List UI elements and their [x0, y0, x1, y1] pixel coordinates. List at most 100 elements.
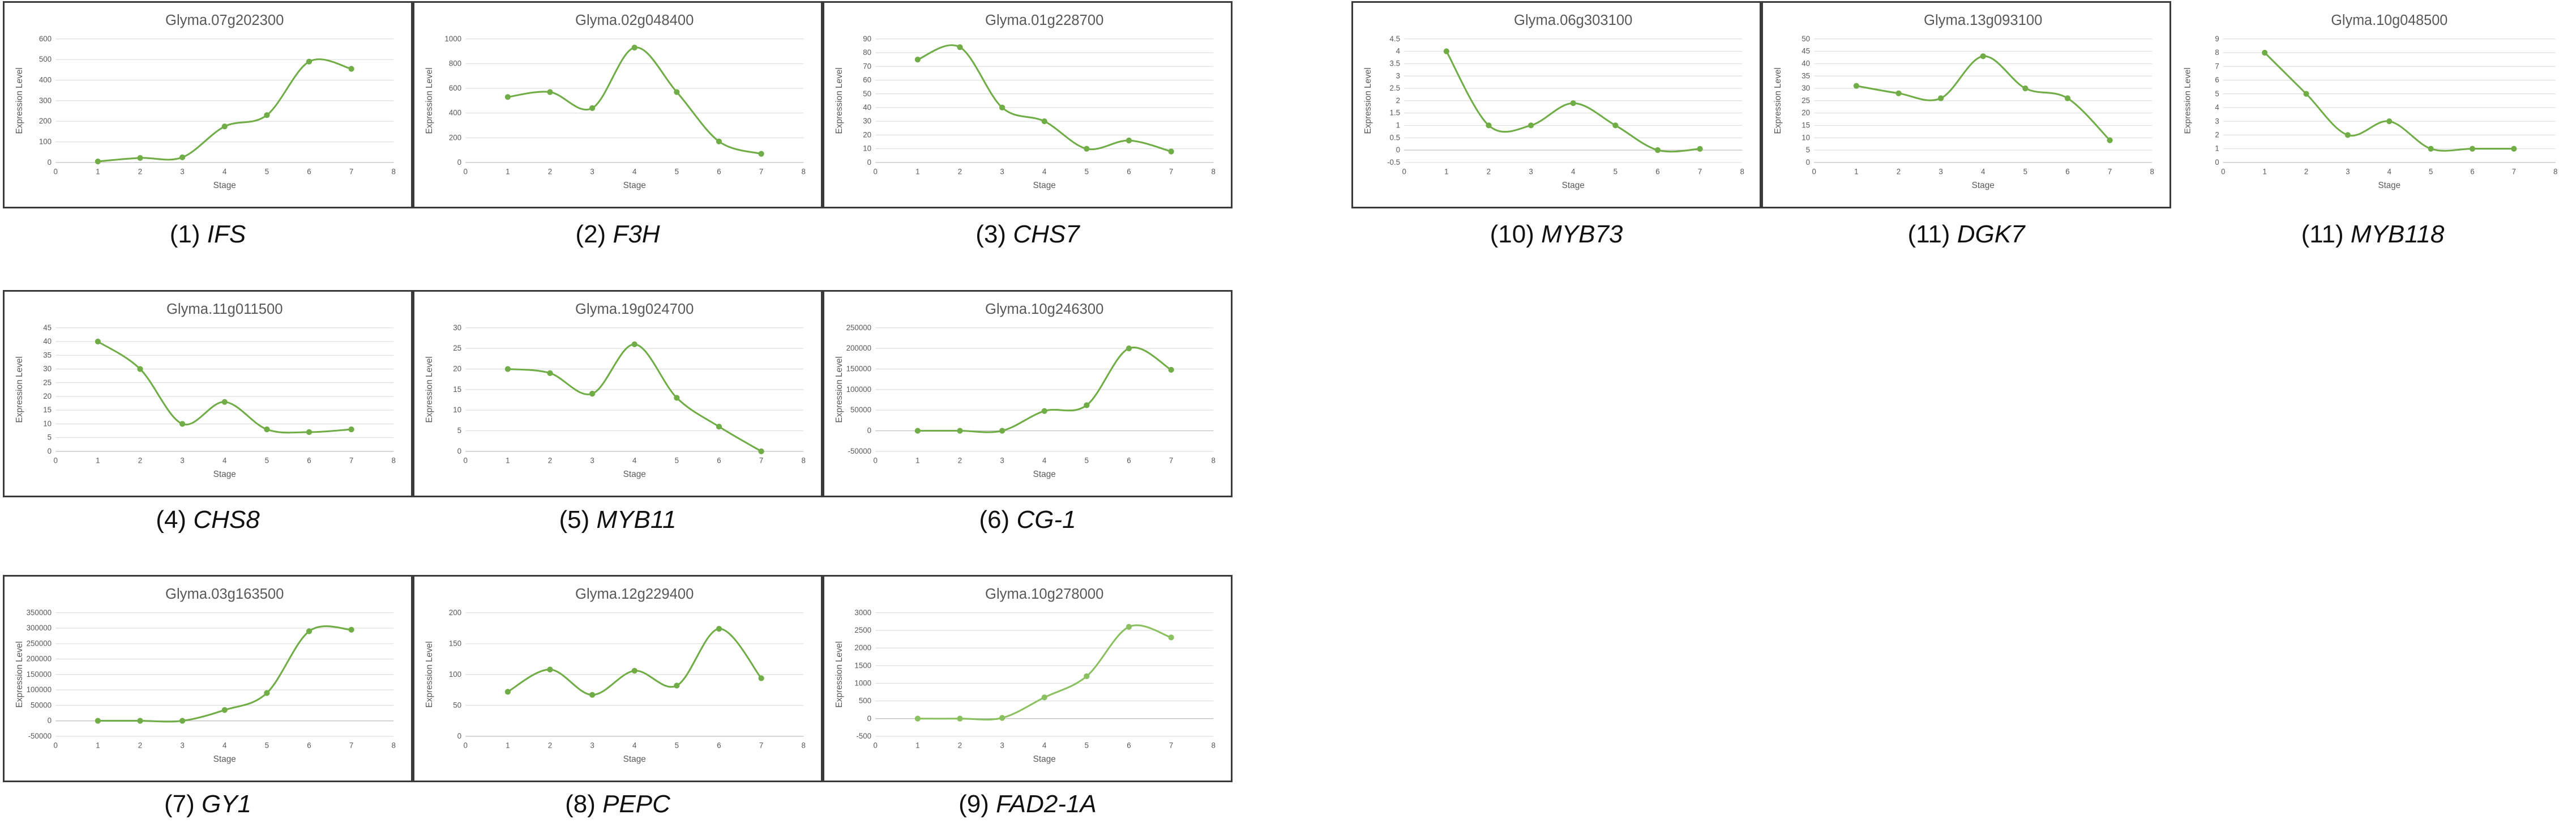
caption-gene: MYB73: [1541, 220, 1623, 248]
y-tick-label: 90: [863, 35, 871, 43]
data-point: [1168, 634, 1174, 641]
y-tick-label: 20: [1802, 109, 1810, 117]
y-tick-label: 200000: [846, 344, 871, 352]
chart-panel-dgk7: Glyma.13g093100 0 5 10 15 20 25 30 35 40 45 50 0 1 2 3 4…: [1761, 1, 2171, 208]
x-tick-label: 0: [54, 741, 58, 749]
x-tick-label: 4: [222, 741, 227, 749]
data-point: [504, 689, 511, 695]
caption-number: (11): [2301, 220, 2344, 248]
chart-caption: (3) CHS7: [869, 222, 1186, 247]
x-tick-label: 6: [1127, 456, 1131, 464]
x-tick-label: 5: [675, 741, 679, 749]
x-tick-label: 1: [506, 167, 510, 176]
y-tick-label: 3: [1396, 71, 1400, 80]
data-point: [2344, 132, 2351, 138]
data-point: [2262, 49, 2268, 56]
data-point: [1168, 148, 1174, 155]
data-point: [306, 58, 313, 65]
data-point: [2386, 118, 2393, 125]
data-point: [264, 690, 270, 696]
x-tick-label: 7: [349, 167, 353, 176]
y-tick-label: 0: [867, 427, 871, 435]
y-tick-label: 80: [863, 48, 871, 57]
x-tick-label: 4: [1042, 167, 1047, 176]
chart-title: Glyma.06g303100: [1514, 12, 1632, 28]
caption-number: (3): [975, 220, 1007, 248]
caption-number: (6): [979, 506, 1010, 534]
x-tick-label: 2: [548, 167, 552, 176]
y-tick-label: 3: [2215, 117, 2219, 125]
y-tick-label: -0.5: [1387, 158, 1400, 167]
chart-svg: Glyma.01g228700 0 10 20 30 40 50 60 70 80 90 0 1 2 3 4 5…: [835, 12, 1216, 190]
y-tick-label: -500: [856, 732, 871, 740]
y-tick-label: 10: [453, 406, 461, 414]
x-axis-label: Stage: [213, 470, 236, 479]
x-tick-label: 6: [1655, 167, 1659, 176]
y-tick-label: 1.5: [1390, 109, 1401, 117]
chart-caption: (1) IFS: [49, 222, 366, 247]
y-axis-label: Expression Level: [1363, 67, 1373, 134]
y-tick-label: 100000: [27, 685, 52, 694]
x-tick-label: 1: [915, 741, 919, 749]
y-tick-label: 150: [449, 639, 461, 647]
chart-panel-chs8: Glyma.11g011500 0 5 10 15 20 25 30 35 40 45 0 1 2 3 4 5 6…: [3, 290, 413, 497]
data-point: [348, 626, 354, 633]
chart-svg: Glyma.10g278000-500050010001500200025003…: [835, 586, 1216, 764]
x-tick-label: 0: [464, 456, 468, 464]
x-axis-label: Stage: [1033, 754, 1056, 764]
chart-panel-myb73: Glyma.06g303100 -0.5 0 0.5 1 1.5 2 2.5 3 3.5 4 4.5 0…: [1351, 1, 1761, 208]
x-tick-label: 8: [1212, 167, 1216, 176]
y-tick-label: 400: [449, 109, 461, 117]
y-tick-label: 20: [863, 130, 871, 139]
chart-caption: (10) MYB73: [1398, 222, 1715, 247]
x-tick-label: 3: [2346, 167, 2350, 176]
data-point: [221, 123, 228, 130]
y-tick-label: 0: [457, 732, 461, 740]
y-tick-label: 15: [43, 406, 52, 414]
x-tick-label: 3: [1000, 741, 1004, 749]
y-tick-label: 150000: [846, 365, 871, 373]
y-axis-label: Expression Level: [15, 356, 24, 423]
x-tick-label: 0: [1812, 167, 1816, 176]
x-tick-label: 0: [1402, 167, 1406, 176]
x-tick-label: 0: [874, 167, 878, 176]
y-tick-label: 40: [1802, 59, 1810, 67]
y-tick-label: 2500: [854, 626, 871, 634]
x-tick-label: 2: [958, 741, 962, 749]
y-tick-label: 60: [863, 76, 871, 84]
data-point: [2428, 146, 2434, 152]
chart-title: Glyma.19g024700: [575, 301, 694, 317]
x-tick-label: 4: [1042, 456, 1047, 464]
y-axis-label: Expression Level: [835, 641, 844, 707]
data-point: [589, 390, 596, 397]
y-tick-label: 250000: [27, 639, 52, 647]
series-line: [507, 343, 762, 453]
caption-number: (2): [575, 220, 606, 248]
y-tick-label: 100000: [846, 385, 871, 394]
y-tick-label: -50000: [848, 447, 872, 455]
x-axis-label: Stage: [623, 181, 646, 190]
caption-gene: CHS7: [1013, 220, 1080, 248]
data-point: [631, 44, 637, 51]
x-tick-label: 6: [307, 167, 311, 176]
x-tick-label: 5: [675, 456, 679, 464]
x-tick-label: 3: [590, 456, 594, 464]
x-axis-label: Stage: [213, 181, 236, 190]
series-line: [2264, 52, 2514, 152]
x-tick-label: 2: [1897, 167, 1901, 176]
x-tick-label: 6: [307, 456, 311, 464]
chart-panel-chs7: Glyma.01g228700 0 10 20 30 40 50 60 70 80 90 0 1 2 3 4 5…: [823, 1, 1233, 208]
y-tick-label: 50: [1802, 35, 1810, 43]
y-tick-label: 100: [39, 138, 52, 146]
data-point: [1126, 137, 1132, 144]
x-tick-label: 4: [1571, 167, 1576, 176]
data-point: [1084, 146, 1090, 152]
chart-title: Glyma.11g011500: [166, 301, 283, 317]
y-tick-label: 400: [39, 76, 52, 84]
data-point: [504, 94, 511, 100]
x-tick-label: 5: [1085, 741, 1089, 749]
y-tick-label: 800: [449, 59, 461, 67]
data-point: [1980, 53, 1986, 59]
y-tick-label: 0: [1396, 146, 1400, 154]
x-tick-label: 2: [958, 167, 962, 176]
